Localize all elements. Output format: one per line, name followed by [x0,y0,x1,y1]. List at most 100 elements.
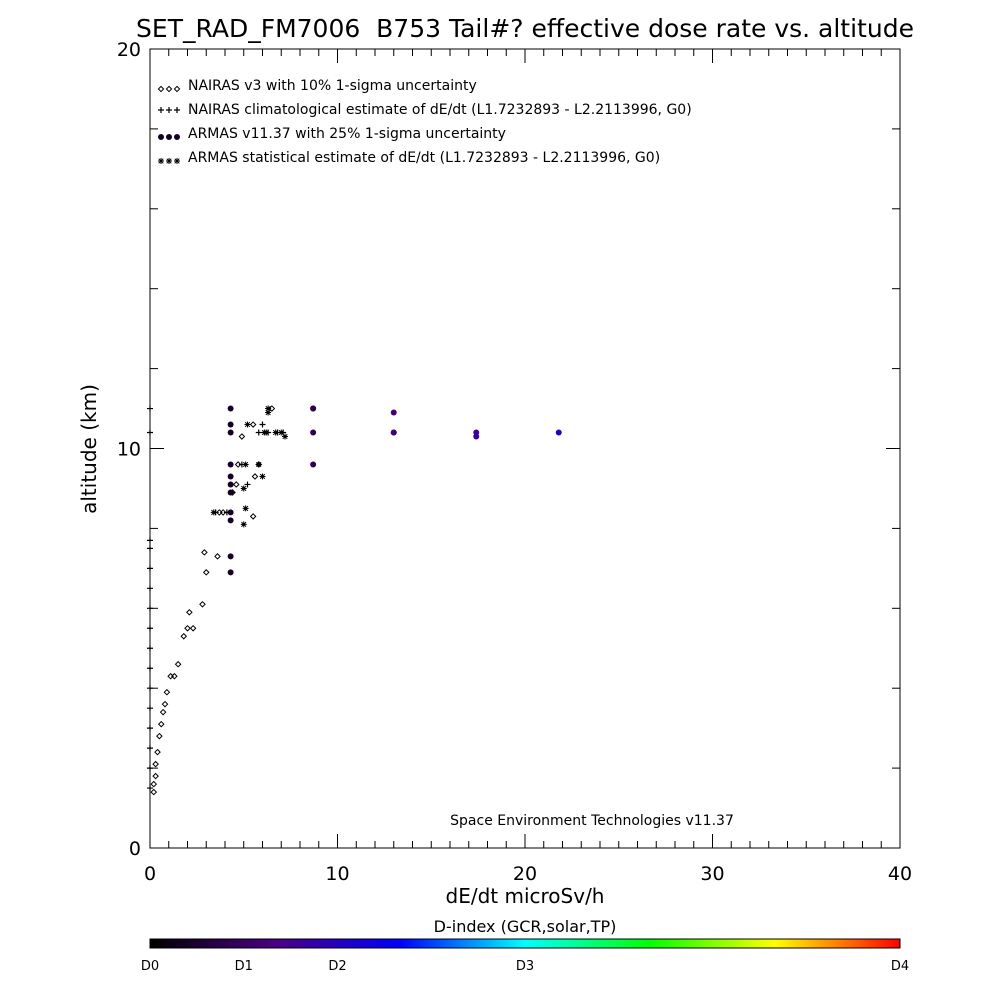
data-point-plus [147,765,153,772]
data-point-diamond [201,549,208,556]
data-point-diamond [184,624,191,632]
legend-symbol-nairas-climatological [158,107,180,113]
x-tick-label: 20 [513,863,537,885]
legend-marker [173,85,181,93]
data-point-diamond [249,513,257,520]
legend-symbol-nairas-v3 [157,85,181,93]
data-point-dot [310,405,317,412]
colorbar-label: D1 [235,959,253,974]
data-point-dot [227,489,234,496]
data-point-dot [227,509,234,516]
version-annotation: Space Environment Technologies v11.37 [450,813,734,829]
data-point-asterisk [240,485,247,492]
y-tick-label: 10 [117,439,141,461]
x-axis-label: dE/dt microSv/h [446,884,605,908]
data-point-asterisk [242,505,249,512]
data-point-diamond [154,748,161,756]
data-point-dot [227,481,234,488]
chart-title: SET_RAD_FM7006 B753 Tail#? effective dos… [136,14,914,43]
data-point-diamond [171,672,178,680]
data-point-plus [147,565,153,572]
data-point-plus [147,405,153,412]
data-point-plus [147,585,153,592]
data-point-diamond [249,421,257,428]
data-point-diamond [159,708,167,716]
data-point-dot [390,409,397,416]
data-point-asterisk [272,429,279,436]
legend-marker [158,107,164,113]
legend-symbol-armas [158,134,180,140]
data-point-plus [259,421,266,428]
data-point-dot [227,517,234,524]
data-point-diamond [150,788,158,796]
data-point-dot [227,429,234,436]
legend-marker [174,134,180,140]
axis-ticks [149,48,901,849]
x-tick-label: 40 [888,863,912,885]
colorbar-label: D4 [891,959,909,974]
data-point-diamond [157,720,165,728]
data-point-dot [473,429,480,436]
data-point-asterisk [240,521,247,528]
legend-label-nairas-v3: NAIRAS v3 with 10% 1-sigma uncertainty [188,78,477,94]
data-point-diamond [199,600,206,608]
x-tick-label: 30 [700,863,724,885]
legend-marker [165,85,173,93]
data-point-plus [147,645,153,652]
data-point-diamond [202,569,210,576]
x-tick-labels: 0 10 20 30 40 [144,863,912,885]
data-points [147,405,562,796]
colorbar-labels: D0 D1 D2 D3 D4 [141,959,909,974]
data-point-asterisk [282,433,288,440]
data-point-diamond [174,660,182,668]
plot-area [149,48,901,849]
legend-marker [174,107,180,113]
legend-label-armas: ARMAS v11.37 with 25% 1-sigma uncertaint… [188,126,506,142]
data-point-diamond [152,760,159,768]
colorbar-label: D2 [328,959,346,974]
data-point-asterisk [210,509,217,516]
data-point-dot [227,473,234,480]
colorbar [149,938,901,949]
colorbar-label: D0 [141,959,159,974]
data-point-plus [147,785,153,792]
data-point-asterisk [255,461,262,468]
data-point-plus [147,625,153,632]
data-point-plus [147,745,153,752]
data-point-dot [227,553,234,560]
y-tick-labels: 0 10 20 [117,39,141,860]
y-tick-label: 20 [117,39,141,61]
data-point-dot [555,429,562,436]
data-point-plus [147,665,153,672]
data-point-diamond [238,433,246,440]
data-point-diamond [150,780,158,788]
legend-symbol-armas-statistical [158,158,180,164]
data-point-diamond [214,553,221,560]
data-point-plus [147,705,153,712]
data-point-diamond [268,405,276,412]
data-point-asterisk [265,405,272,412]
legend-marker [157,85,165,93]
legend-label-nairas-climatological: NAIRAS climatological estimate of dE/dt … [188,102,692,118]
data-point-plus [147,725,153,732]
legend-marker [158,134,164,140]
legend-marker [158,158,164,164]
data-point-diamond [161,700,169,708]
data-point-diamond [232,481,240,488]
data-point-asterisk [242,461,249,468]
data-point-dot [227,569,234,576]
data-point-plus [147,685,153,692]
y-tick-label: 0 [129,838,141,860]
x-tick-label: 10 [325,863,349,885]
data-point-diamond [152,772,159,780]
colorbar-label: D3 [516,959,534,974]
data-point-diamond [251,473,259,480]
data-point-dot [310,429,317,436]
data-point-plus [147,537,153,544]
data-point-plus [255,429,262,436]
data-point-diamond [219,509,227,516]
data-point-plus [244,481,251,488]
y-axis-label: altitude (km) [77,384,101,514]
data-point-dot [227,421,234,428]
